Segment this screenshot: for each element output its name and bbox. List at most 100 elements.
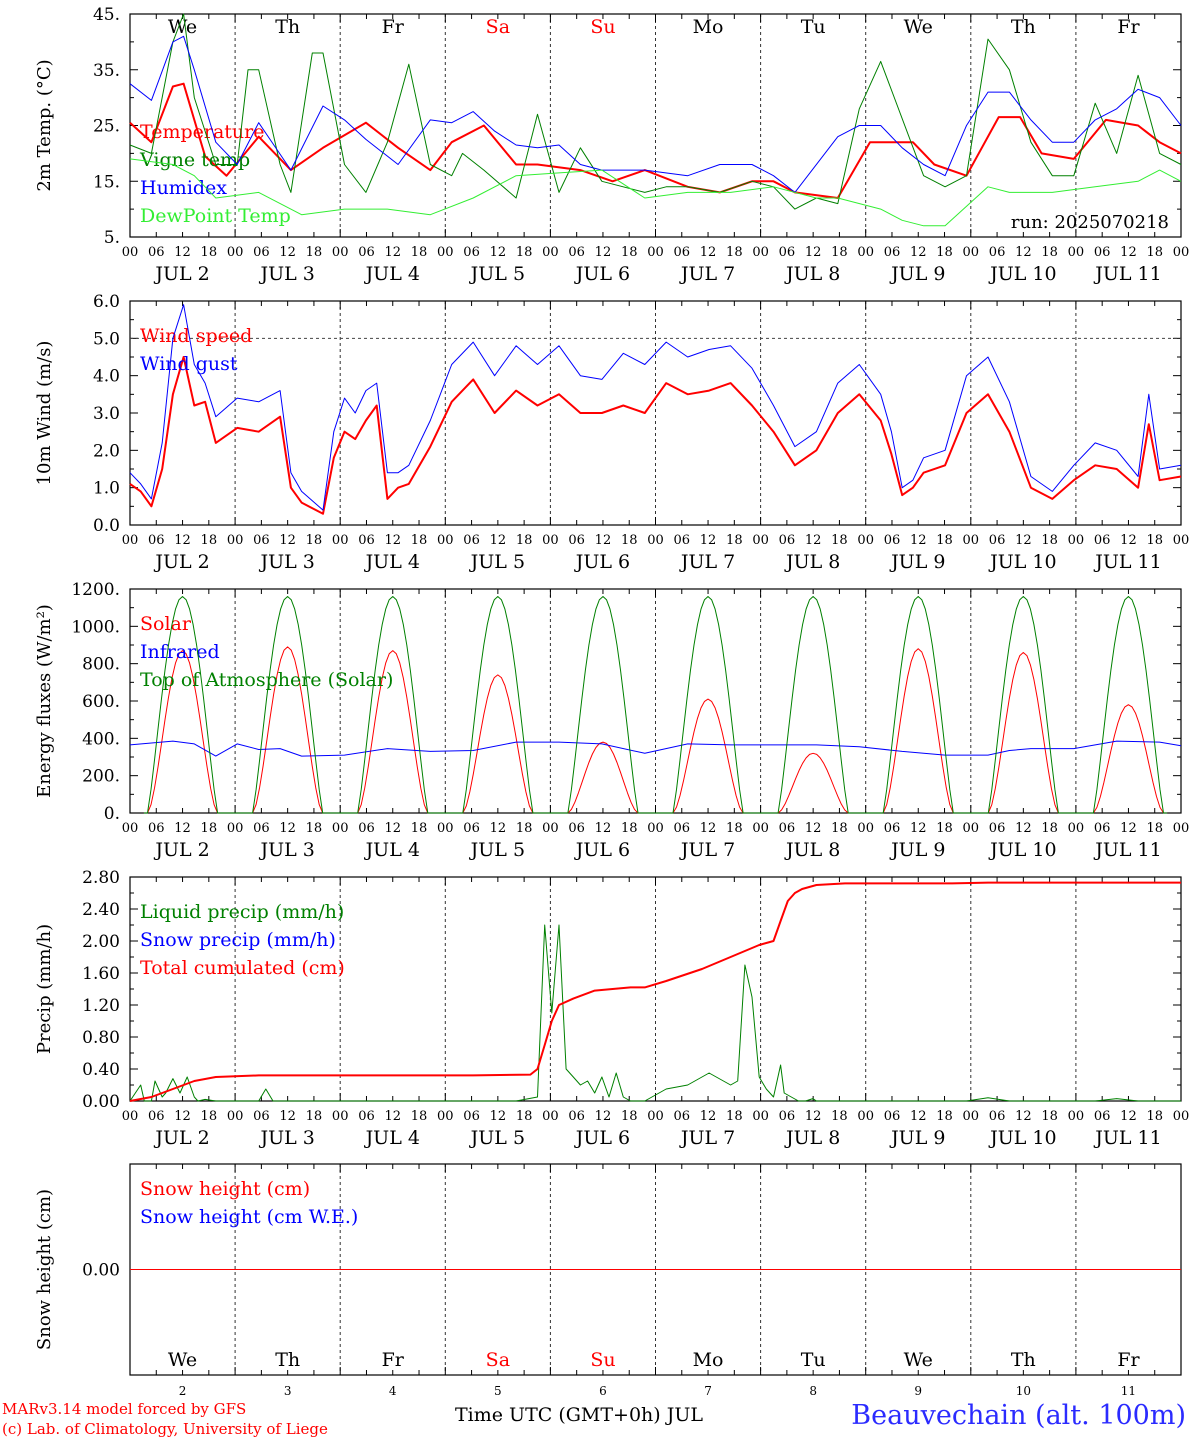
hour-tick-label: 06 <box>884 533 901 548</box>
hour-tick-label: 06 <box>674 1109 691 1124</box>
date-label: JUL 8 <box>784 839 840 861</box>
hour-tick-label: 00 <box>752 533 769 548</box>
weekday-label: Su <box>590 16 615 38</box>
hour-tick-label: 18 <box>1041 821 1058 836</box>
hour-tick-label: 00 <box>227 533 244 548</box>
hour-tick-label: 06 <box>884 245 901 260</box>
legend-entry: Top of Atmosphere (Solar) <box>140 669 393 691</box>
hour-tick-label: 00 <box>1173 1109 1190 1124</box>
hour-tick-label: 06 <box>989 533 1006 548</box>
hour-tick-label: 06 <box>1094 245 1111 260</box>
hour-tick-label: 12 <box>805 1109 822 1124</box>
panel-4: 0.00 0.40 0.80 1.20 1.60 2.00 2.40 2.80 Precip (… <box>34 868 1189 1149</box>
hour-tick-label: 00 <box>332 245 349 260</box>
panel-5: 0.00 Snow height (cm) We Th Fr Sa Su Mo Tu We Th Fr… <box>34 1163 1182 1398</box>
legend-entry: Snow height (cm) <box>140 1178 310 1200</box>
day-number-label: 4 <box>389 1384 397 1398</box>
hour-tick-label: 00 <box>437 1109 454 1124</box>
hour-tick-label: 12 <box>910 245 927 260</box>
date-label: JUL 11 <box>1093 839 1161 861</box>
weekday-label: Fr <box>382 1349 405 1371</box>
hour-tick-label: 06 <box>253 245 270 260</box>
series-line-wind-gust <box>129 304 1182 511</box>
hour-tick-label: 00 <box>963 533 980 548</box>
hour-tick-label: 00 <box>752 245 769 260</box>
day-number-label: 10 <box>1016 1384 1031 1398</box>
hour-tick-label: 12 <box>910 533 927 548</box>
hour-tick-label: 12 <box>1015 245 1032 260</box>
hour-tick-label: 06 <box>568 1109 585 1124</box>
hour-tick-label: 00 <box>542 245 559 260</box>
hour-tick-label: 12 <box>279 1109 296 1124</box>
legend-entry: Vigne temp <box>139 149 250 171</box>
hour-tick-label: 00 <box>963 1109 980 1124</box>
weekday-label: Fr <box>382 16 405 38</box>
hour-tick-label: 06 <box>463 245 480 260</box>
hour-tick-label: 18 <box>936 1109 953 1124</box>
y-axis-label: 10m Wind (m/s) <box>34 341 55 486</box>
y-tick-label: 2.0 <box>93 441 120 461</box>
hour-tick-label: 12 <box>700 245 717 260</box>
panel-1: 5. 15. 25. 35. 45. 2m Temp. (°C) We Th Fr Sa Su Mo T… <box>34 5 1189 285</box>
hour-tick-label: 00 <box>963 245 980 260</box>
legend-entry: Liquid precip (mm/h) <box>140 901 344 923</box>
credit-line-1: MARv3.14 model forced by GFS <box>2 1400 247 1418</box>
hour-tick-label: 12 <box>174 245 191 260</box>
y-axis-label: Energy fluxes (W/m²) <box>34 604 55 798</box>
hour-tick-label: 18 <box>726 821 743 836</box>
y-tick-label: 5.0 <box>93 329 120 349</box>
hour-tick-label: 06 <box>989 1109 1006 1124</box>
date-label: JUL 7 <box>679 263 735 285</box>
hour-tick-label: 18 <box>831 245 848 260</box>
credit-line-2: (c) Lab. of Climatology, University of L… <box>2 1420 328 1438</box>
hour-tick-label: 18 <box>1041 245 1058 260</box>
weekday-label: Th <box>275 1349 300 1371</box>
hour-tick-label: 00 <box>1173 245 1190 260</box>
weekday-label: We <box>904 16 933 38</box>
hour-tick-label: 18 <box>936 533 953 548</box>
hour-tick-label: 00 <box>1068 1109 1085 1124</box>
legend-entry: Temperature <box>140 121 264 143</box>
hour-tick-label: 06 <box>253 533 270 548</box>
hour-tick-label: 00 <box>227 245 244 260</box>
hour-tick-label: 00 <box>752 821 769 836</box>
legend-entry: Humidex <box>140 177 227 199</box>
day-number-label: 5 <box>494 1384 502 1398</box>
date-label: JUL 10 <box>988 263 1056 285</box>
weekday-label: Th <box>1011 1349 1036 1371</box>
weekday-label: Mo <box>693 16 724 38</box>
hour-tick-label: 06 <box>148 533 165 548</box>
hour-tick-label: 06 <box>358 533 375 548</box>
date-label: JUL 4 <box>364 263 420 285</box>
hour-tick-label: 00 <box>332 1109 349 1124</box>
y-tick-label: 2.80 <box>82 868 120 888</box>
hour-tick-label: 12 <box>910 1109 927 1124</box>
hour-tick-label: 12 <box>384 821 401 836</box>
legend-entry: Snow height (cm W.E.) <box>140 1206 358 1228</box>
date-label: JUL 9 <box>889 551 945 573</box>
hour-tick-label: 00 <box>1068 245 1085 260</box>
y-tick-label: 2.00 <box>82 932 120 952</box>
legend-entry: Wind speed <box>140 325 252 347</box>
y-tick-label: 0. <box>104 804 120 824</box>
hour-tick-label: 06 <box>884 821 901 836</box>
date-label: JUL 11 <box>1093 551 1161 573</box>
hour-tick-label: 06 <box>989 245 1006 260</box>
panel-3: 0. 200. 400. 600. 800. 1000. 1200. Energy fluxe… <box>34 580 1189 861</box>
hour-tick-label: 06 <box>358 245 375 260</box>
hour-tick-label: 00 <box>1173 533 1190 548</box>
hour-tick-label: 12 <box>595 533 612 548</box>
hour-tick-label: 00 <box>963 821 980 836</box>
date-label: JUL 4 <box>364 551 420 573</box>
date-label: JUL 10 <box>988 551 1056 573</box>
date-label: JUL 8 <box>784 551 840 573</box>
date-label: JUL 10 <box>988 839 1056 861</box>
hour-tick-label: 18 <box>621 533 638 548</box>
station-label: Beauvechain (alt. 100m) <box>851 1400 1186 1431</box>
hour-tick-label: 18 <box>1146 533 1163 548</box>
hour-tick-label: 00 <box>752 1109 769 1124</box>
date-label: JUL 6 <box>574 1127 630 1149</box>
date-label: JUL 3 <box>258 1127 314 1149</box>
hour-tick-label: 06 <box>1094 1109 1111 1124</box>
hour-tick-label: 18 <box>306 245 323 260</box>
